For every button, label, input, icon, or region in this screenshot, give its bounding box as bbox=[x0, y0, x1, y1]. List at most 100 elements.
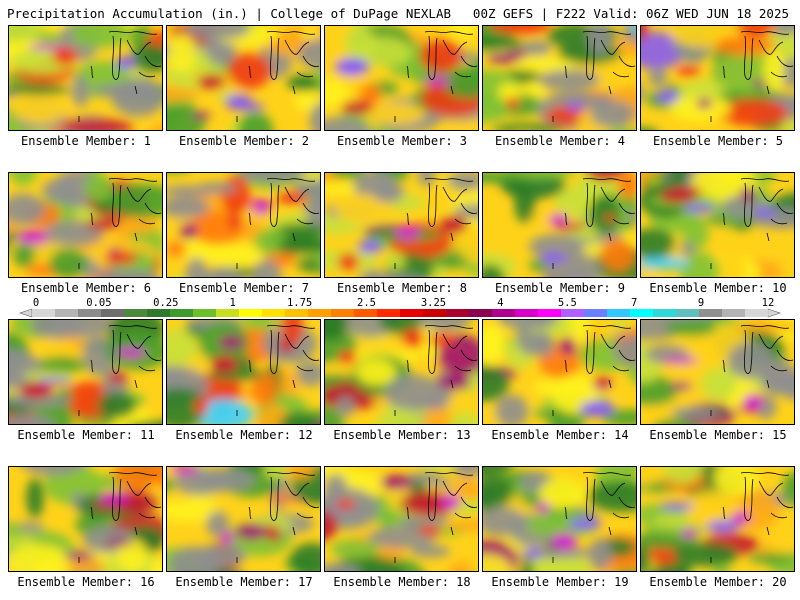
ensemble-member-label: Ensemble Member: 6 bbox=[20, 281, 152, 295]
ensemble-member-map bbox=[166, 466, 321, 572]
precip-field bbox=[483, 320, 636, 424]
precip-field bbox=[167, 467, 320, 571]
precip-field bbox=[325, 26, 478, 130]
precip-field bbox=[167, 320, 320, 424]
ensemble-member-map bbox=[166, 172, 321, 278]
precip-field bbox=[641, 467, 794, 571]
ensemble-member-map bbox=[482, 25, 637, 131]
ensemble-member-map bbox=[166, 319, 321, 425]
ensemble-member-label: Ensemble Member: 2 bbox=[178, 134, 310, 148]
colorbar-swatch bbox=[331, 309, 355, 317]
colorbar-swatch bbox=[630, 309, 654, 317]
colorbar-swatch bbox=[653, 309, 677, 317]
colorbar-swatch bbox=[124, 309, 148, 317]
precip-field bbox=[483, 26, 636, 130]
colorbar-swatch bbox=[400, 309, 424, 317]
precip-field bbox=[483, 173, 636, 277]
colorbar-swatch bbox=[78, 309, 102, 317]
great-lakes-outline bbox=[236, 178, 320, 269]
great-lakes-outline bbox=[394, 178, 478, 269]
ensemble-member-map bbox=[324, 466, 479, 572]
ensemble-member-map bbox=[166, 25, 321, 131]
colorbar-tick-label: 4 bbox=[497, 297, 503, 309]
precip-field bbox=[641, 320, 794, 424]
ensemble-member-label: Ensemble Member: 4 bbox=[494, 134, 626, 148]
precip-field bbox=[167, 26, 320, 130]
precip-colorbar: 0 0.05 0.25 1 1.75 2.5 3.25 4 5.5 7 9 12 bbox=[19, 297, 781, 318]
ensemble-member-label: Ensemble Member: 7 bbox=[178, 281, 310, 295]
colorbar-swatch bbox=[193, 309, 217, 317]
ensemble-member-map bbox=[640, 172, 795, 278]
ensemble-member-label: Ensemble Member: 13 bbox=[333, 428, 471, 442]
colorbar-tick-label: 0 bbox=[33, 297, 39, 309]
colorbar-min-arrow bbox=[19, 308, 33, 318]
precip-field bbox=[9, 173, 162, 277]
precip-field bbox=[9, 26, 162, 130]
great-lakes-outline bbox=[394, 472, 478, 563]
ensemble-member-label: Ensemble Member: 12 bbox=[175, 428, 313, 442]
ensemble-member-map bbox=[324, 172, 479, 278]
precip-field bbox=[325, 467, 478, 571]
colorbar-tick-label: 2.5 bbox=[357, 297, 376, 309]
ensemble-member-map bbox=[640, 25, 795, 131]
colorbar-swatch bbox=[285, 309, 309, 317]
great-lakes-outline bbox=[394, 31, 478, 122]
chart-title: Precipitation Accumulation (in.) | Colle… bbox=[7, 6, 452, 21]
ensemble-member-label: Ensemble Member: 8 bbox=[336, 281, 468, 295]
colorbar-swatch bbox=[561, 309, 585, 317]
colorbar-tick-label: 3.25 bbox=[421, 297, 446, 309]
ensemble-member-label: Ensemble Member: 14 bbox=[491, 428, 629, 442]
ensemble-member-label: Ensemble Member: 11 bbox=[17, 428, 155, 442]
great-lakes-outline bbox=[552, 178, 636, 269]
ensemble-member-label: Ensemble Member: 18 bbox=[333, 575, 471, 589]
ensemble-member-label: Ensemble Member: 17 bbox=[175, 575, 313, 589]
great-lakes-outline bbox=[236, 31, 320, 122]
ensemble-member-label: Ensemble Member: 1 bbox=[20, 134, 152, 148]
ensemble-member-label: Ensemble Member: 15 bbox=[649, 428, 787, 442]
ensemble-member-map bbox=[482, 319, 637, 425]
colorbar-swatch bbox=[676, 309, 700, 317]
colorbar-swatch bbox=[147, 309, 171, 317]
ensemble-member-map bbox=[324, 25, 479, 131]
ensemble-member-map bbox=[482, 466, 637, 572]
colorbar-tick-label: 9 bbox=[698, 297, 704, 309]
colorbar-swatch bbox=[55, 309, 79, 317]
great-lakes-outline bbox=[552, 472, 636, 563]
colorbar-swatch bbox=[469, 309, 493, 317]
great-lakes-outline bbox=[78, 31, 162, 122]
ensemble-member-map bbox=[8, 172, 163, 278]
great-lakes-outline bbox=[710, 472, 794, 563]
colorbar-tick-label: 0.25 bbox=[153, 297, 178, 309]
colorbar-swatch bbox=[722, 309, 746, 317]
great-lakes-outline bbox=[710, 31, 794, 122]
colorbar-swatch bbox=[239, 309, 263, 317]
great-lakes-outline bbox=[710, 178, 794, 269]
ensemble-member-map bbox=[8, 25, 163, 131]
ensemble-member-map bbox=[640, 466, 795, 572]
ensemble-member-map bbox=[640, 319, 795, 425]
colorbar-swatch bbox=[446, 309, 470, 317]
colorbar-tick-label: 1 bbox=[230, 297, 236, 309]
colorbar-swatch bbox=[101, 309, 125, 317]
ensemble-member-label: Ensemble Member: 20 bbox=[649, 575, 787, 589]
ensemble-member-map bbox=[8, 319, 163, 425]
precip-field bbox=[641, 173, 794, 277]
colorbar-swatch bbox=[745, 309, 769, 317]
precip-field bbox=[9, 320, 162, 424]
ensemble-member-label: Ensemble Member: 9 bbox=[494, 281, 626, 295]
ensemble-member-label: Ensemble Member: 16 bbox=[17, 575, 155, 589]
colorbar-tick-label: 5.5 bbox=[558, 297, 577, 309]
great-lakes-outline bbox=[394, 325, 478, 416]
precip-field bbox=[325, 320, 478, 424]
colorbar-swatch bbox=[423, 309, 447, 317]
colorbar-swatch bbox=[32, 309, 56, 317]
colorbar-tick-label: 1.75 bbox=[287, 297, 312, 309]
colorbar-swatch bbox=[308, 309, 332, 317]
colorbar-tick-label: 12 bbox=[762, 297, 775, 309]
ensemble-member-label: Ensemble Member: 10 bbox=[649, 281, 787, 295]
colorbar-swatch bbox=[377, 309, 401, 317]
precip-field bbox=[9, 467, 162, 571]
colorbar-swatch bbox=[216, 309, 240, 317]
colorbar-swatch bbox=[492, 309, 516, 317]
ensemble-member-map bbox=[324, 319, 479, 425]
